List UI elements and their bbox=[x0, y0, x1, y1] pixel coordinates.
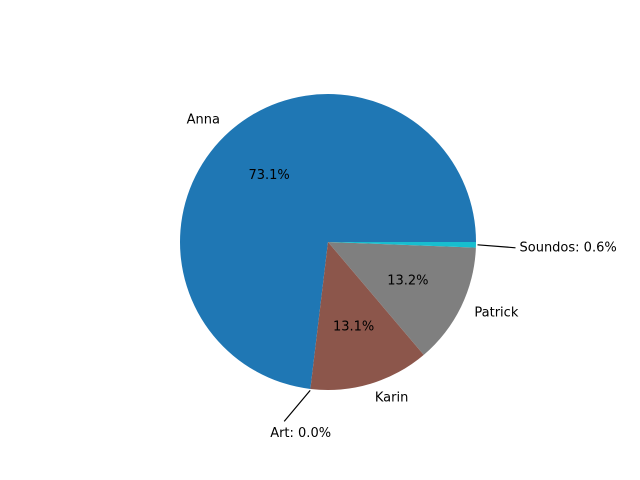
slice-percent-patrick: 13.2% bbox=[387, 273, 428, 288]
slice-label-patrick: Patrick bbox=[474, 306, 518, 321]
pie-slice-patrick bbox=[328, 242, 476, 355]
slice-percent-karin: 13.1% bbox=[333, 320, 374, 335]
pie-labels: Anna 73.1% Art: 0.0% Karin 13.1% Patrick 13.2%… bbox=[187, 113, 617, 441]
callout-line-soundos bbox=[477, 244, 516, 249]
pie-slice-karin bbox=[310, 242, 424, 391]
slice-percent-anna: 73.1% bbox=[248, 168, 289, 183]
slice-label-karin: Karin bbox=[375, 390, 408, 405]
callout-line-art bbox=[283, 390, 311, 422]
callout-label-soundos: Soundos: 0.6% bbox=[520, 240, 617, 255]
pie-slice-anna bbox=[179, 94, 477, 389]
callout-label-art: Art: 0.0% bbox=[270, 426, 331, 441]
slice-label-anna: Anna bbox=[187, 113, 220, 128]
pie-slice-soundos bbox=[328, 242, 476, 248]
pie-slices bbox=[179, 94, 477, 391]
